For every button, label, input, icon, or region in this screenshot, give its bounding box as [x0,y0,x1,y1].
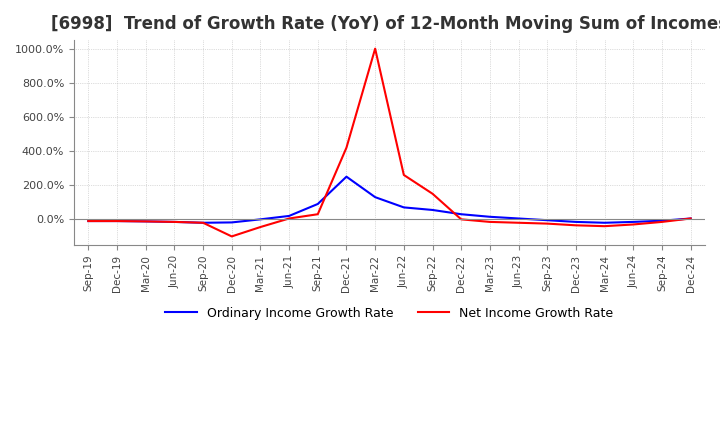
Net Income Growth Rate [572,223,580,228]
Ordinary Income Growth Rate [170,219,179,224]
Ordinary Income Growth Rate [400,205,408,210]
Ordinary Income Growth Rate [485,214,494,220]
Net Income Growth Rate [170,219,179,224]
Net Income Growth Rate [457,217,466,222]
Ordinary Income Growth Rate [228,220,236,225]
Net Income Growth Rate [600,224,609,229]
Ordinary Income Growth Rate [313,202,322,207]
Ordinary Income Growth Rate [543,217,552,223]
Net Income Growth Rate [342,145,351,150]
Ordinary Income Growth Rate [112,218,121,224]
Net Income Growth Rate [285,216,294,221]
Ordinary Income Growth Rate [457,212,466,217]
Title: [6998]  Trend of Growth Rate (YoY) of 12-Month Moving Sum of Incomes: [6998] Trend of Growth Rate (YoY) of 12-… [51,15,720,33]
Net Income Growth Rate [141,219,150,224]
Net Income Growth Rate [313,212,322,217]
Ordinary Income Growth Rate [686,216,695,221]
Ordinary Income Growth Rate [256,217,265,222]
Net Income Growth Rate [199,220,207,225]
Line: Net Income Growth Rate: Net Income Growth Rate [89,49,690,236]
Line: Ordinary Income Growth Rate: Ordinary Income Growth Rate [89,177,690,223]
Ordinary Income Growth Rate [84,218,93,224]
Net Income Growth Rate [629,222,638,227]
Ordinary Income Growth Rate [371,194,379,200]
Ordinary Income Growth Rate [600,220,609,225]
Net Income Growth Rate [485,219,494,224]
Net Income Growth Rate [514,220,523,225]
Ordinary Income Growth Rate [342,174,351,180]
Ordinary Income Growth Rate [141,219,150,224]
Ordinary Income Growth Rate [199,220,207,225]
Net Income Growth Rate [428,191,437,196]
Net Income Growth Rate [112,218,121,224]
Net Income Growth Rate [228,234,236,239]
Ordinary Income Growth Rate [657,218,666,224]
Ordinary Income Growth Rate [514,216,523,221]
Legend: Ordinary Income Growth Rate, Net Income Growth Rate: Ordinary Income Growth Rate, Net Income … [161,302,618,325]
Ordinary Income Growth Rate [285,213,294,219]
Net Income Growth Rate [686,216,695,221]
Net Income Growth Rate [543,221,552,226]
Net Income Growth Rate [84,218,93,224]
Net Income Growth Rate [371,46,379,51]
Ordinary Income Growth Rate [629,219,638,224]
Net Income Growth Rate [400,172,408,178]
Net Income Growth Rate [256,224,265,230]
Net Income Growth Rate [657,219,666,224]
Ordinary Income Growth Rate [428,207,437,213]
Ordinary Income Growth Rate [572,219,580,224]
